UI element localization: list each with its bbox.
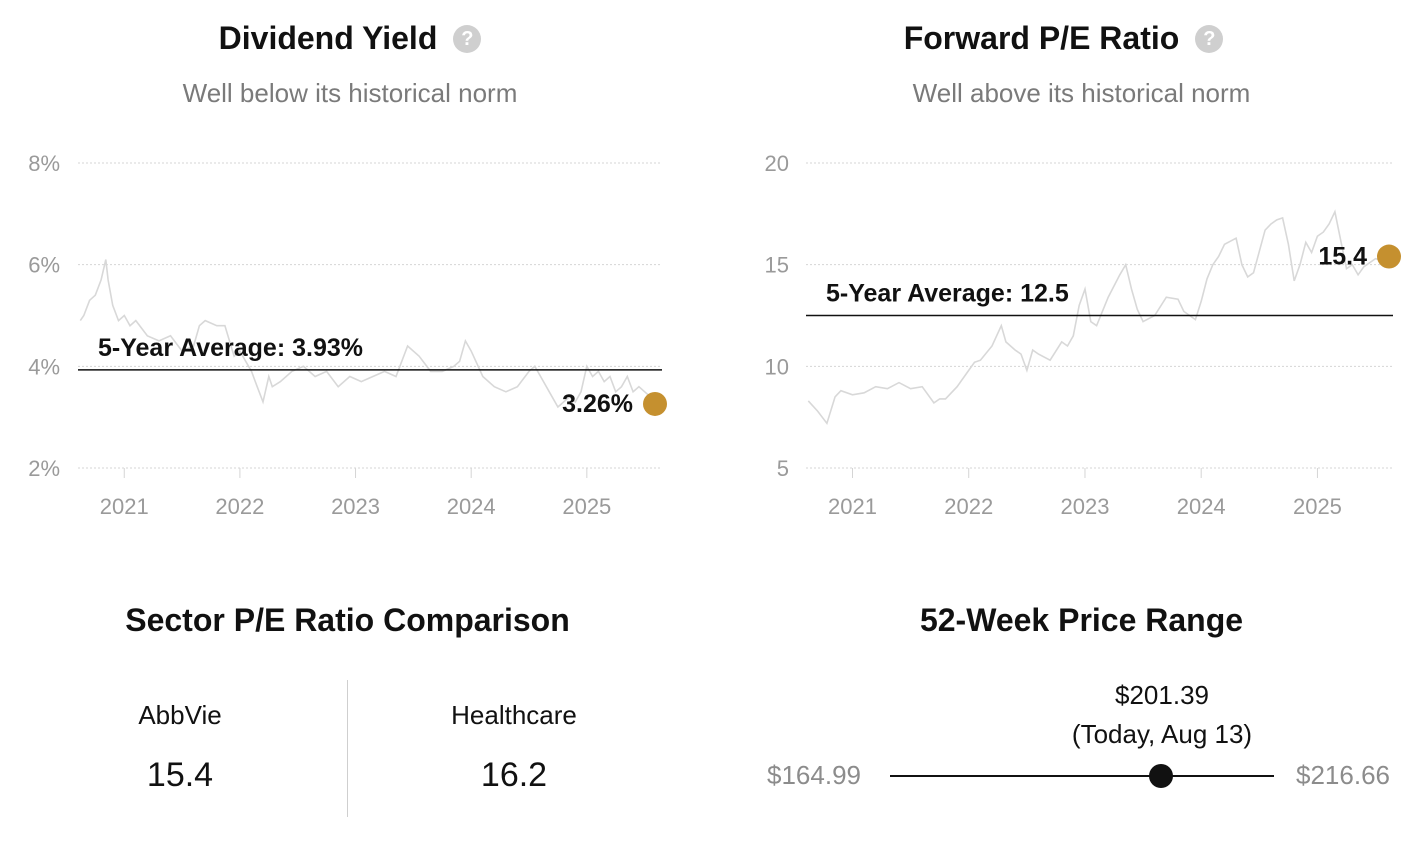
dividend-x-tick-label: 2021 <box>100 494 149 519</box>
question-circle-icon[interactable]: ? <box>1195 24 1224 53</box>
pe-series-line <box>807 209 1390 426</box>
pe-x-tick-label: 2021 <box>828 494 877 519</box>
dividend-average-label: 5-Year Average: 3.93% <box>98 334 363 362</box>
dividend-y-tick-label: 6% <box>28 253 60 278</box>
sector-pe-title: Sector P/E Ratio Comparison <box>125 602 570 638</box>
pe-y-tick-label: 15 <box>765 253 789 278</box>
sector-item-healthcare-value: 16.2 <box>480 756 548 794</box>
pe-y-tick-label: 20 <box>765 151 789 176</box>
current-price-label: $201.39 (Today, Aug 13) <box>1009 676 1315 754</box>
dividend-current-dot <box>643 391 667 416</box>
dividend-yield-chart: 2% 4% 6% 8% 2021 2022 2023 2024 2025 5-Year Avera… <box>28 151 667 519</box>
sector-pe-panel: Sector P/E Ratio Comparison AbbVie 15.4 … <box>0 580 700 846</box>
pe-x-tick-label: 2022 <box>944 494 993 519</box>
range-low-label: $164.99 <box>767 760 861 790</box>
dividend-yield-title: Dividend Yield <box>218 20 438 56</box>
forward-pe-subtitle: Well above its historical norm <box>912 78 1251 108</box>
price-range-title: 52-Week Price Range <box>919 602 1244 638</box>
dividend-x-tick-label: 2023 <box>331 494 380 519</box>
range-track <box>890 775 1274 777</box>
pe-y-tick-label: 5 <box>777 456 789 481</box>
sector-item-abbvie-label: AbbVie <box>138 700 222 730</box>
pe-x-tick-label: 2024 <box>1177 494 1226 519</box>
pe-y-tick-label: 10 <box>765 354 789 379</box>
pe-x-tick-label: 2023 <box>1060 494 1109 519</box>
dividend-x-tick-label: 2022 <box>215 494 264 519</box>
forward-pe-chart: 5 10 15 20 2021 2022 2023 2024 2025 5-Year Averag… <box>765 151 1401 519</box>
dividend-y-tick-label: 8% <box>28 151 60 176</box>
forward-pe-title: Forward P/E Ratio <box>903 20 1180 56</box>
pe-x-tick-label: 2025 <box>1293 494 1342 519</box>
dividend-y-tick-label: 4% <box>28 354 60 379</box>
pe-current-dot <box>1377 244 1401 269</box>
dividend-title-row: Dividend Yield ? <box>0 20 700 57</box>
dividend-current-label: 3.26% <box>562 390 633 418</box>
question-circle-icon[interactable]: ? <box>453 24 482 53</box>
dividend-x-tick-label: 2024 <box>447 494 496 519</box>
dividend-y-tick-label: 2% <box>28 456 60 481</box>
sector-item-healthcare-label: Healthcare <box>451 700 577 730</box>
range-current-marker <box>1148 764 1173 788</box>
sector-item-abbvie-value: 15.4 <box>146 756 214 794</box>
dividend-yield-subtitle: Well below its historical norm <box>182 78 518 108</box>
range-high-label: $216.66 <box>1296 760 1390 790</box>
pe-title-row: Forward P/E Ratio ? <box>709 20 1418 57</box>
sector-divider <box>347 680 348 817</box>
forward-pe-panel: Forward P/E Ratio ? Well above its histo… <box>709 0 1418 560</box>
current-price-value: $201.39 <box>1115 680 1209 710</box>
price-range-panel: 52-Week Price Range $201.39 (Today, Aug … <box>709 580 1418 846</box>
pe-current-label: 15.4 <box>1318 243 1367 271</box>
dividend-yield-panel: Dividend Yield ? Well below its historic… <box>0 0 700 560</box>
pe-average-label: 5-Year Average: 12.5 <box>826 280 1069 308</box>
current-price-note: (Today, Aug 13) <box>1071 719 1253 749</box>
dividend-x-tick-label: 2025 <box>562 494 611 519</box>
